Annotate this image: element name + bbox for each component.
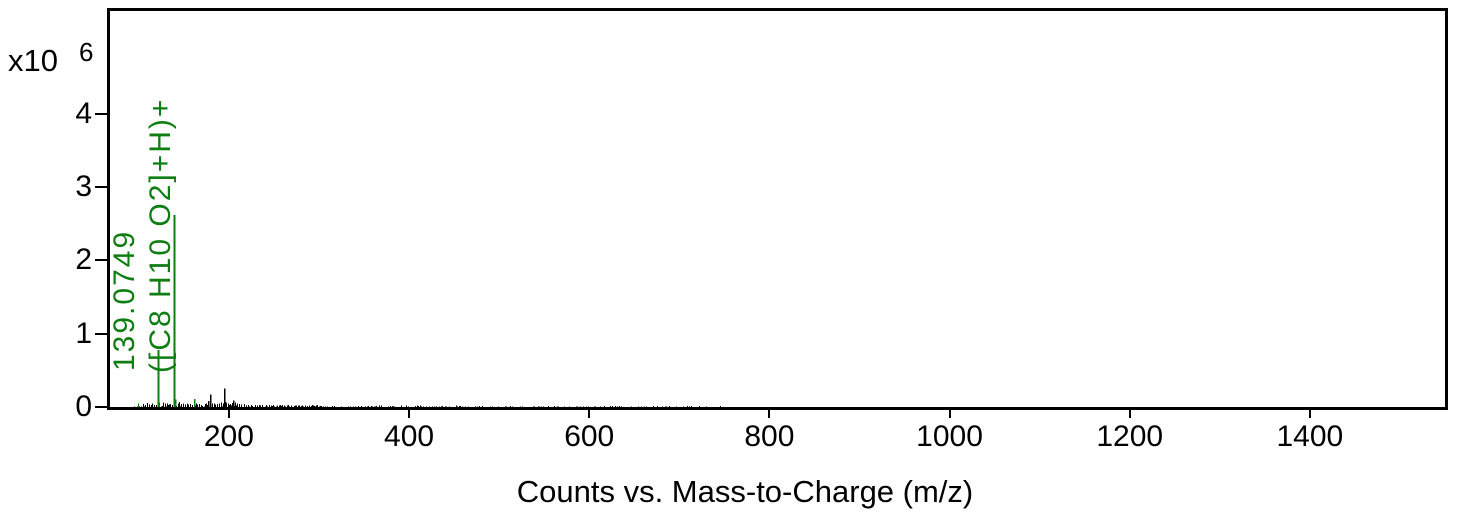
y-axis-multiplier-exponent: 6	[78, 37, 94, 67]
y-tick-label: 3	[75, 170, 92, 203]
x-tick-mark	[948, 410, 951, 418]
y-axis-multiplier-base: x10	[8, 43, 58, 78]
peak-formula-label: ([C8 H10 O2]+H)+	[144, 97, 177, 373]
y-tick-label: 2	[75, 243, 92, 277]
y-tick-label: 4	[75, 96, 92, 130]
y-tick-mark	[95, 406, 107, 408]
plot-frame	[107, 8, 1448, 410]
x-tick-label: 1400	[1276, 420, 1344, 453]
x-tick-label: 600	[564, 420, 615, 453]
y-tick-label: 0	[75, 390, 92, 423]
y-tick-label: 1	[75, 316, 92, 350]
x-tick-mark	[588, 410, 591, 418]
x-tick-mark	[1128, 410, 1131, 418]
y-tick-mark	[95, 186, 107, 188]
x-tick-label: 1200	[1096, 420, 1164, 453]
y-axis-multiplier: x10 6	[8, 37, 93, 79]
x-tick-label: 200	[203, 420, 254, 453]
x-tick-label: 1000	[916, 420, 983, 453]
x-tick-mark	[768, 410, 771, 418]
y-tick-mark	[95, 259, 107, 262]
peak-mz-label: 139.0749	[108, 229, 141, 371]
y-tick-mark	[95, 332, 107, 335]
x-tick-label: 800	[744, 420, 795, 453]
x-tick-mark	[408, 410, 411, 418]
x-tick-mark	[1308, 410, 1311, 418]
spectrum-plot-area	[134, 214, 721, 407]
y-tick-mark	[95, 112, 107, 115]
x-axis-title: Counts vs. Mass-to-Charge (m/z)	[516, 474, 974, 509]
x-tick-mark	[227, 410, 230, 418]
x-tick-label: 400	[384, 420, 435, 453]
